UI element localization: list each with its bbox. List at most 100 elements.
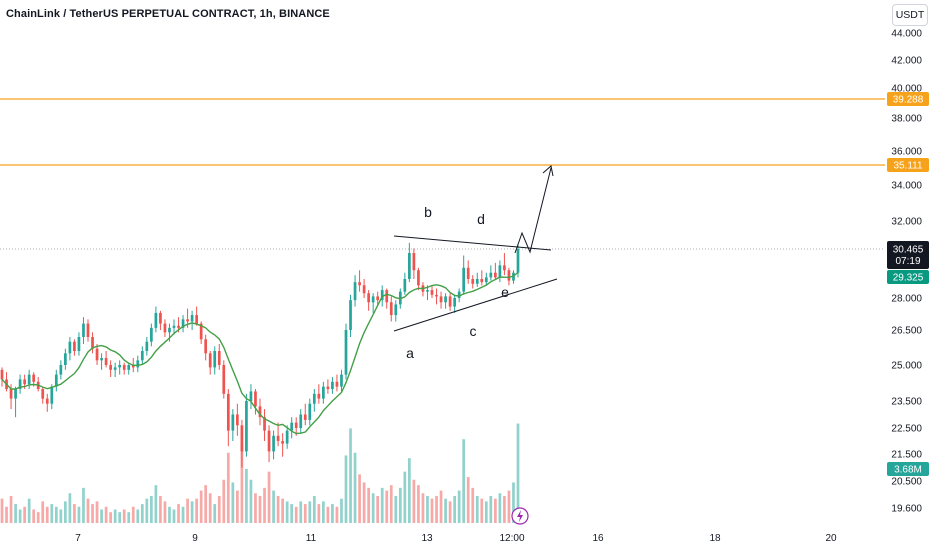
candle-body bbox=[159, 312, 162, 324]
wave-label-e: e bbox=[501, 284, 509, 300]
level-price-tag-bg bbox=[887, 158, 929, 172]
volume-bar bbox=[475, 495, 479, 523]
volume-bar bbox=[263, 487, 266, 523]
currency-button[interactable]: USDT bbox=[892, 4, 928, 26]
volume-bar bbox=[358, 474, 361, 523]
volume-bar bbox=[14, 504, 17, 523]
volume-bar bbox=[353, 452, 357, 523]
volume-bar bbox=[371, 493, 375, 523]
candle-body bbox=[45, 398, 49, 404]
volume-bars bbox=[0, 423, 520, 523]
volume-bar bbox=[439, 490, 443, 523]
price-tick-label: 23.500 bbox=[891, 397, 922, 408]
candle-body bbox=[199, 323, 203, 340]
chart-title: ChainLink / TetherUS PERPETUAL CONTRACT,… bbox=[6, 8, 330, 20]
time-tick-label: 9 bbox=[192, 533, 198, 544]
volume-bar bbox=[308, 501, 312, 523]
price-tick-label: 22.500 bbox=[891, 424, 922, 435]
wave-label-d: d bbox=[477, 211, 485, 227]
volume-bar bbox=[140, 504, 144, 523]
wave-label-b: b bbox=[424, 204, 432, 220]
candle-body bbox=[122, 365, 126, 370]
volume-bar bbox=[503, 495, 506, 523]
volume-bar bbox=[272, 490, 275, 523]
price-tick-label: 19.600 bbox=[891, 504, 922, 515]
volume-bar bbox=[322, 501, 325, 523]
candle-body bbox=[494, 272, 497, 278]
volume-bar bbox=[457, 490, 461, 523]
volume-bar bbox=[163, 501, 167, 523]
candle-body bbox=[272, 435, 275, 452]
candle-body bbox=[236, 414, 239, 426]
interval-label: 1h bbox=[259, 8, 273, 20]
candle-body bbox=[294, 422, 298, 428]
volume-bar bbox=[421, 493, 425, 523]
volume-bar bbox=[376, 495, 380, 523]
time-tick-label: 7 bbox=[75, 533, 81, 544]
volume-bar bbox=[50, 504, 54, 523]
volume-bar bbox=[236, 490, 239, 523]
volume-bar bbox=[380, 487, 384, 523]
price-axis[interactable]: 44.000 42.000 40.000 38.000 36.000 34.000 32.0… bbox=[891, 29, 922, 515]
candle-body bbox=[303, 414, 307, 420]
volume-bar bbox=[59, 509, 63, 523]
volume-bar bbox=[91, 504, 94, 523]
candle-body bbox=[430, 290, 434, 295]
volume-bar bbox=[240, 444, 244, 523]
volume-bar bbox=[77, 506, 81, 523]
candle-body bbox=[140, 351, 144, 361]
volume-bar bbox=[435, 495, 438, 523]
volume-bar bbox=[344, 455, 348, 523]
volume-bar bbox=[389, 485, 393, 523]
volume-bar bbox=[32, 509, 36, 523]
price-tick-label: 21.500 bbox=[891, 450, 922, 461]
volume-bar bbox=[64, 501, 67, 523]
time-axis[interactable]: 7 9 11 13 12:00 16 18 20 bbox=[75, 533, 837, 544]
candle-body bbox=[100, 358, 103, 361]
time-tick-label: 11 bbox=[306, 533, 317, 544]
time-tick-label: 13 bbox=[421, 533, 433, 544]
candle-body bbox=[231, 414, 235, 431]
triangle-drawing[interactable]: a b c d e bbox=[393, 165, 558, 361]
volume-bar bbox=[86, 498, 90, 523]
candle-body bbox=[0, 369, 4, 380]
candle-body bbox=[498, 265, 502, 278]
candle-body bbox=[426, 290, 429, 292]
candle-body bbox=[258, 406, 262, 418]
volume-bar bbox=[195, 498, 198, 523]
volume-bar bbox=[471, 487, 475, 523]
candle-body bbox=[86, 323, 90, 337]
candle-body bbox=[444, 296, 447, 303]
candle-body bbox=[213, 351, 217, 368]
volume-bar bbox=[127, 512, 131, 523]
candle-body bbox=[59, 365, 63, 375]
candle-body bbox=[14, 389, 17, 399]
last-price-tag: 30.465 bbox=[893, 245, 924, 256]
candle-body bbox=[254, 391, 257, 407]
volume-bar bbox=[267, 471, 271, 523]
level-price-tag: 35.111 bbox=[893, 161, 923, 172]
upper-trendline bbox=[393, 235, 552, 251]
volume-bar bbox=[231, 482, 235, 523]
candle-body bbox=[118, 365, 122, 368]
title-separator-2: , bbox=[272, 8, 280, 20]
volume-bar bbox=[254, 493, 257, 523]
candle-body bbox=[417, 270, 420, 286]
moving-average-layer bbox=[1, 271, 519, 435]
candle-body bbox=[82, 323, 85, 337]
level-price-tag: 39.288 bbox=[893, 95, 924, 106]
candle-body bbox=[312, 393, 316, 404]
volume-bar bbox=[9, 495, 13, 523]
price-tick-label: 28.000 bbox=[891, 294, 922, 305]
wave-label-c: c bbox=[470, 323, 477, 339]
volume-bar bbox=[444, 498, 447, 523]
candle-body bbox=[9, 389, 13, 399]
time-tick-label: 20 bbox=[825, 533, 837, 544]
price-tick-label: 42.000 bbox=[891, 56, 922, 67]
candle-body bbox=[186, 319, 189, 322]
candle-body bbox=[127, 365, 131, 370]
candle-body bbox=[290, 422, 294, 431]
candle-body bbox=[453, 298, 456, 307]
